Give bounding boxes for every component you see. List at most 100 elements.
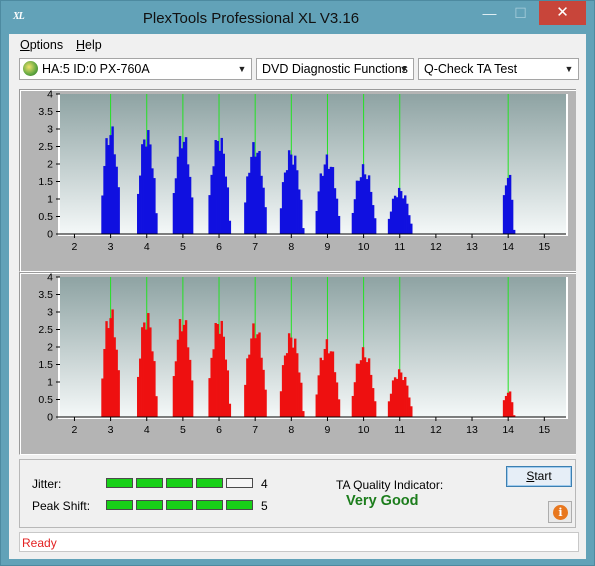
histogram-bar [153,361,156,417]
histogram-bar [333,188,337,234]
histogram-bar [141,144,144,234]
histogram-bar [399,191,403,234]
histogram-bar [244,202,247,234]
histogram-bar [188,176,192,234]
histogram-bar [182,141,186,234]
menu-bar: Options Help [9,34,586,55]
histogram-bar [357,180,361,234]
histogram-bar [262,369,265,417]
histogram-bar [512,229,516,234]
histogram-bar [222,153,225,234]
histogram-bar [103,165,106,234]
function-select-value: DVD Diagnostic Functions [262,62,408,76]
histogram-bar [172,376,176,417]
y-tick-label: 1 [47,194,53,206]
histogram-bar [172,193,176,234]
y-tick-label: 0.5 [38,211,53,223]
histogram-bar [214,140,217,234]
histogram-bar [103,348,106,417]
histogram-bar [296,170,299,234]
x-tick-label: 9 [325,241,331,253]
y-tick-label: 3 [47,124,53,136]
histogram-bar [410,223,413,234]
histogram-bar [226,370,230,417]
menu-options[interactable]: Options [20,38,63,52]
y-tick-label: 0 [47,229,53,241]
status-bar: Ready [19,532,579,552]
x-tick-label: 3 [108,241,114,253]
test-select[interactable]: Q-Check TA Test ▼ [418,58,579,80]
histogram-bar [335,382,339,417]
histogram-bar [331,351,335,417]
y-tick-label: 2 [47,342,53,354]
histogram-bar [212,166,215,234]
histogram-bar [143,139,146,234]
histogram-bar [256,334,259,417]
histogram-bar [228,220,232,234]
drive-select[interactable]: HA:5 ID:0 PX-760A ▼ [19,58,252,80]
meter-segment [166,478,193,488]
y-tick-label: 4 [47,90,53,101]
histogram-bar [410,406,413,417]
menu-help[interactable]: Help [76,38,102,52]
chevron-down-icon[interactable]: ▼ [399,64,409,74]
minimize-button[interactable]: — [482,5,497,21]
histogram-bar [216,324,219,417]
close-button[interactable]: ✕ [539,1,586,25]
x-tick-label: 5 [180,424,186,436]
histogram-bar [287,333,291,417]
peak-shift-label: Peak Shift: [32,499,91,513]
histogram-bar [317,191,320,234]
histogram-bar [141,327,144,417]
start-button[interactable]: Start [506,466,572,487]
chevron-down-icon[interactable]: ▼ [564,64,574,74]
maximize-button[interactable]: ☐ [514,5,527,21]
histogram-bar [111,309,114,417]
histogram-bar [291,347,295,417]
histogram-bar [176,156,180,234]
function-select[interactable]: DVD Diagnostic Functions ▼ [256,58,414,80]
histogram-bar [331,167,335,234]
histogram-bar [291,164,295,234]
histogram-bar [101,195,104,234]
histogram-bar [361,347,365,417]
info-button[interactable]: i [548,501,572,523]
histogram-bar [184,320,188,417]
histogram-bar [397,187,401,234]
histogram-bar [302,411,305,417]
histogram-bar [113,337,116,417]
histogram-bar [397,369,401,417]
histogram-bar [302,228,305,234]
histogram-bar [258,150,261,234]
plot-area [60,94,566,234]
histogram-bar [327,168,331,234]
histogram-bar [218,333,221,417]
histogram-bar [323,348,327,417]
histogram-bar [502,400,506,417]
histogram-bar [395,378,399,417]
histogram-bar [300,382,303,417]
histogram-bar [151,168,154,234]
histogram-bar [408,215,411,234]
histogram-bar [365,179,369,234]
meter-segment [106,478,133,488]
title-bar[interactable]: XL PlexTools Professional XL V3.16 — ☐ ✕ [1,1,594,34]
chevron-down-icon[interactable]: ▼ [237,64,247,74]
x-tick-label: 7 [252,424,258,436]
histogram-bar [260,357,263,417]
histogram-bar [402,380,405,417]
histogram-bar [402,198,405,234]
histogram-bar [258,332,261,417]
histogram-bar [373,218,377,234]
histogram-bar [281,182,285,234]
histogram-bar [139,175,142,234]
y-tick-label: 2.5 [38,141,53,153]
histogram-bar [250,156,253,234]
histogram-bar [254,338,257,417]
histogram-bar [149,144,152,234]
histogram-bar [149,327,152,417]
histogram-bar [283,172,287,234]
x-tick-label: 14 [502,241,514,253]
histogram-bar [337,399,341,417]
histogram-bar [105,321,108,417]
